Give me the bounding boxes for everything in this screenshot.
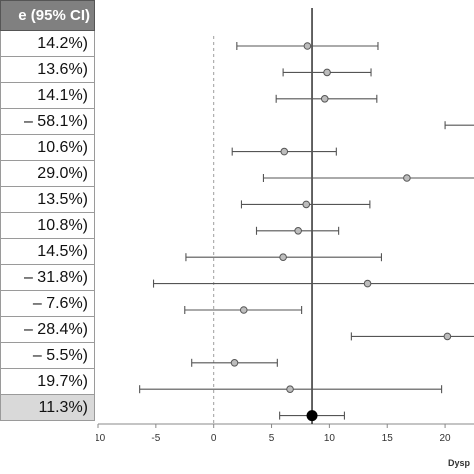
study-estimate [185, 253, 382, 262]
study-row: 29.0%) [0, 161, 95, 187]
study-estimate [152, 279, 474, 288]
study-row: 13.6%) [0, 57, 95, 83]
study-estimate [240, 200, 371, 209]
study-row: 14.2%) [0, 31, 95, 57]
point-estimate [303, 42, 312, 50]
pooled-estimate [279, 410, 345, 422]
study-estimate [184, 306, 303, 314]
study-estimate [275, 94, 378, 103]
study-estimate [255, 226, 340, 235]
pooled-point [306, 410, 318, 422]
point-estimate [230, 359, 239, 367]
point-estimate [323, 68, 331, 77]
ci-column-header: e (95% CI) [0, 0, 95, 31]
x-tick-label: -5 [151, 433, 160, 444]
study-row: – 7.6%) [0, 291, 95, 317]
study-estimate [231, 147, 337, 156]
study-estimate [444, 121, 474, 130]
study-estimate [236, 42, 379, 50]
study-row: 14.1%) [0, 83, 95, 109]
point-estimate [320, 95, 329, 103]
study-row: – 58.1%) [0, 109, 95, 135]
study-row: 10.6%) [0, 135, 95, 161]
x-tick-label: 5 [269, 433, 275, 444]
study-estimate [350, 332, 474, 341]
study-row: 14.5%) [0, 239, 95, 265]
study-estimate [191, 358, 278, 367]
point-estimate [239, 306, 248, 314]
forest-plot: -10 -5 0 5 10 15 20 Dysp [96, 8, 474, 468]
x-tick-label: 15 [382, 433, 394, 444]
x-axis: -10 -5 0 5 10 15 20 [96, 423, 474, 444]
study-row: 19.7%) [0, 369, 95, 395]
point-estimate [294, 227, 302, 235]
point-estimate [403, 174, 411, 182]
x-axis-label: Dysp [448, 458, 471, 468]
study-row: – 31.8%) [0, 265, 95, 291]
study-row: 13.5%) [0, 187, 95, 213]
x-tick-label: -10 [96, 433, 106, 444]
study-estimate [139, 385, 443, 394]
x-tick-label: 10 [324, 433, 336, 444]
point-estimate [302, 200, 311, 209]
point-estimate [280, 147, 289, 156]
point-estimate [363, 279, 372, 288]
x-tick-label: 20 [440, 433, 452, 444]
study-estimate [262, 174, 474, 182]
x-tick-label: 0 [211, 433, 217, 444]
study-marks [139, 8, 474, 424]
study-row: 10.8%) [0, 213, 95, 239]
point-estimate [279, 253, 287, 262]
study-row: – 28.4%) [0, 317, 95, 343]
study-row: – 5.5%) [0, 343, 95, 369]
pooled-row: 11.3%) [0, 395, 95, 421]
point-estimate [286, 385, 294, 394]
study-estimate [282, 68, 372, 77]
point-estimate [443, 332, 452, 341]
